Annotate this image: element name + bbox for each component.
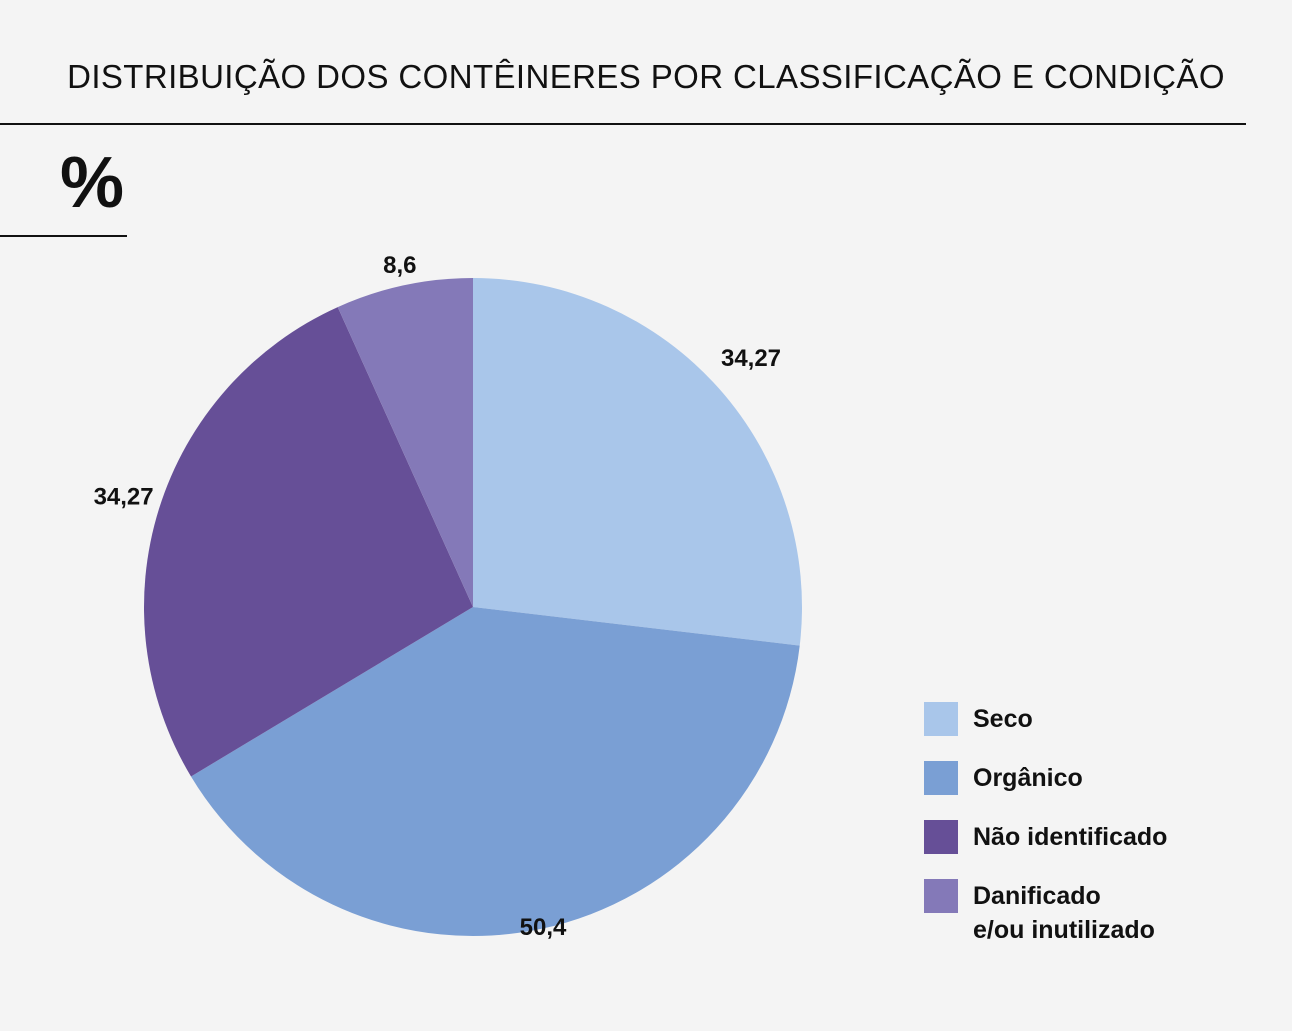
- pie-slice-nao-identificado: [143, 307, 474, 777]
- pie-slices: [143, 278, 802, 937]
- unit-divider: [0, 235, 127, 237]
- legend-swatch-nao-identificado: [924, 820, 958, 854]
- slice-label-danificado-e-ou-inutilizado: 8,6: [383, 252, 416, 279]
- unit-label: %: [60, 143, 125, 223]
- legend-label-nao-identificado: Não identificado: [973, 823, 1168, 851]
- legend-swatch-organico: [924, 761, 958, 795]
- legend-label-organico: Orgânico: [973, 764, 1083, 792]
- pie-slice-danificado-e-ou-inutilizado: [337, 278, 473, 607]
- pie-slice-seco: [473, 278, 802, 646]
- legend-label-seco: Seco: [973, 705, 1033, 733]
- chart-title: DISTRIBUIÇÃO DOS CONTÊINERES POR CLASSIF…: [67, 58, 1225, 95]
- pie-slice-labels: 34,27 50,4 34,27 8,6: [94, 252, 781, 941]
- pie-slice-organico: [191, 607, 800, 937]
- legend-swatch-danificado: [924, 879, 958, 913]
- legend-swatch-seco: [924, 702, 958, 736]
- slice-label-organico: 50,4: [520, 914, 567, 941]
- slice-label-seco: 34,27: [721, 345, 781, 372]
- legend-label-danificado: Danificado e/ou inutilizado: [973, 882, 1155, 944]
- slice-label-nao-identificado: 34,27: [94, 484, 154, 511]
- title-divider: [0, 123, 1246, 125]
